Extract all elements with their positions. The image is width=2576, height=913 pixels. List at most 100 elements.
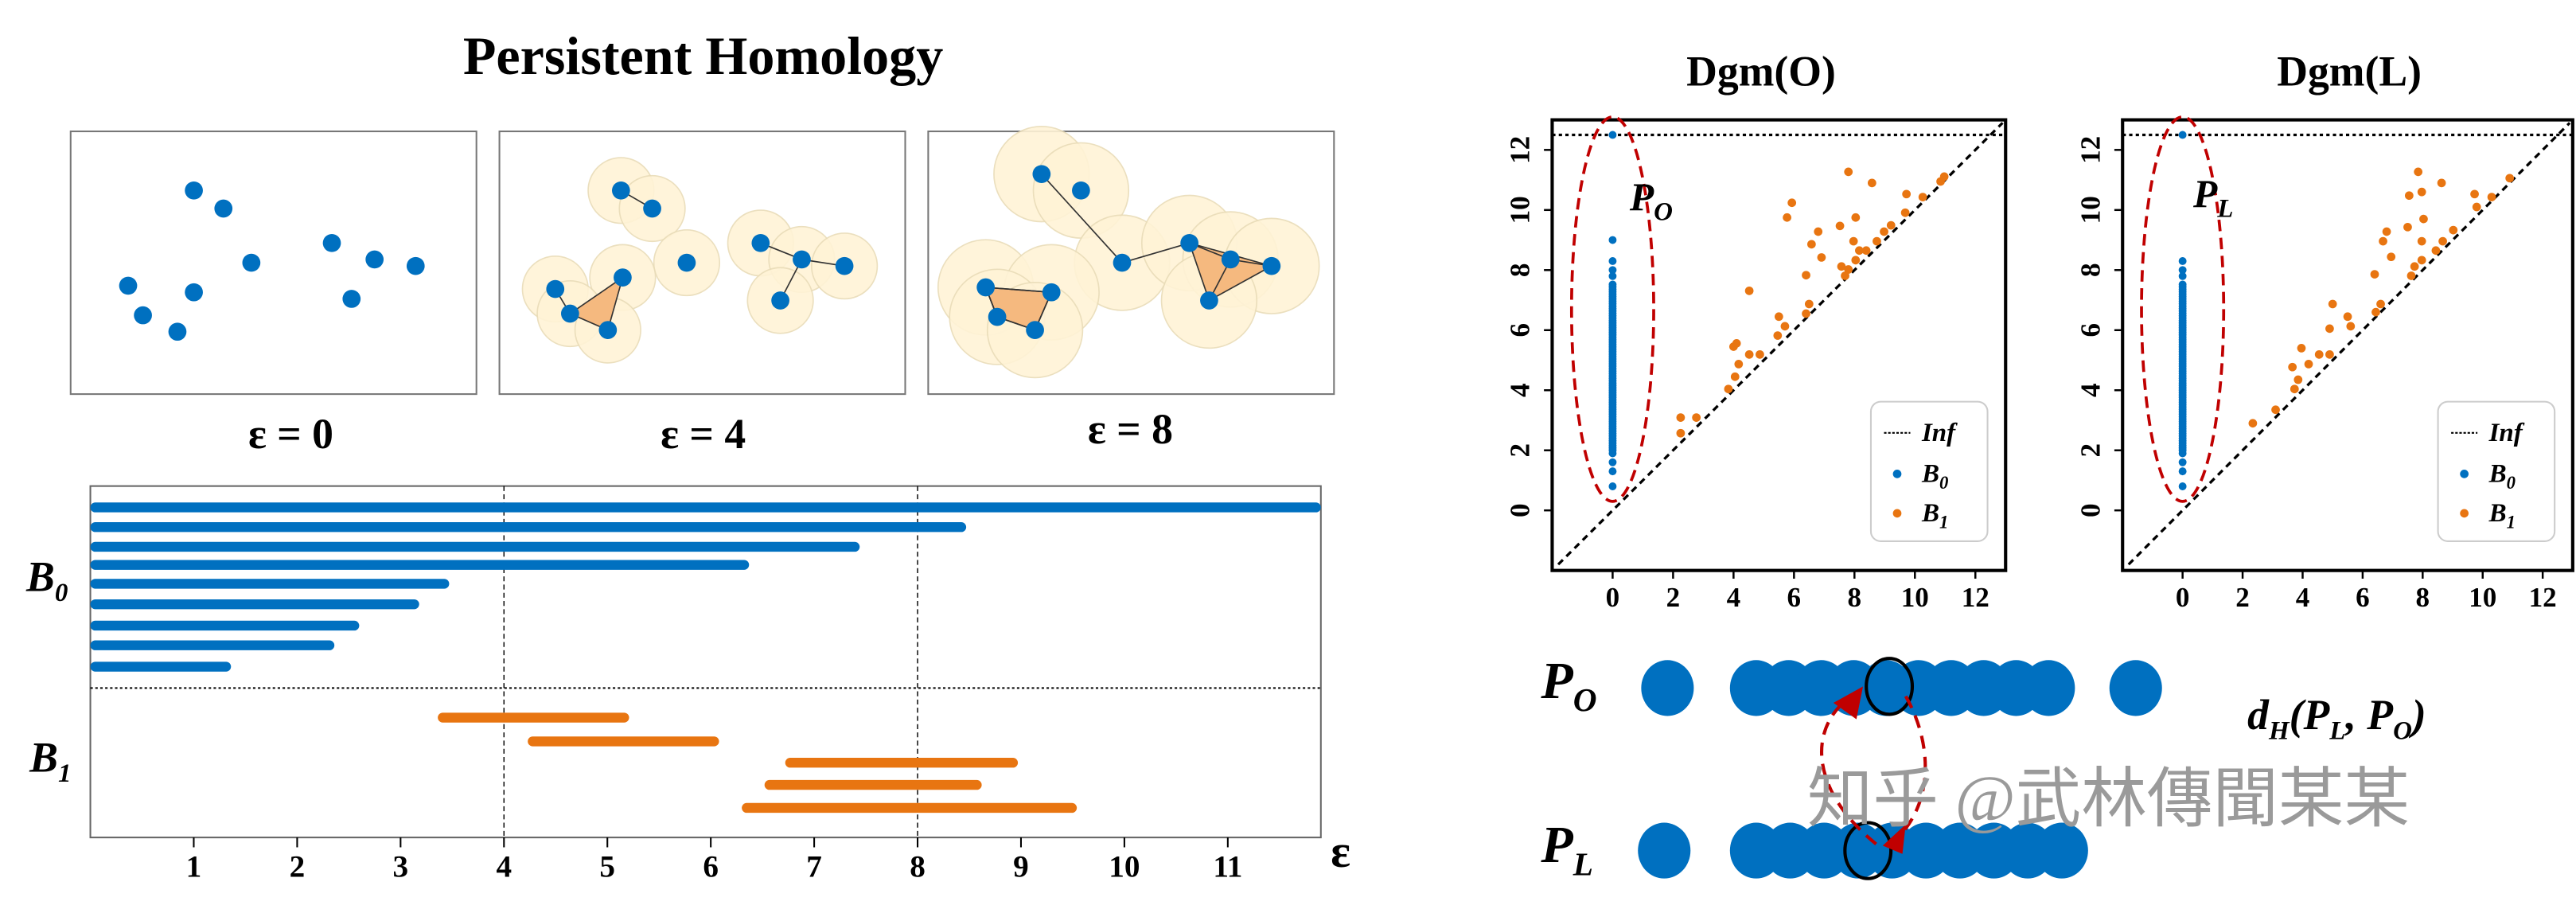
data-point	[1262, 256, 1281, 275]
x-tick-label: 4	[2296, 582, 2310, 613]
b1-point	[2404, 191, 2414, 201]
diagonal-line	[2127, 122, 2571, 566]
matched-point-marker	[1843, 821, 1893, 880]
b0-point	[2178, 482, 2187, 490]
b0-point	[2178, 266, 2187, 275]
legend-b1-sub: 1	[1939, 512, 1948, 532]
b1-point	[1692, 413, 1701, 422]
b0-point	[2178, 458, 2187, 466]
b1-point	[2487, 193, 2496, 201]
data-point	[643, 199, 661, 218]
diagram-title-o: Dgm(O)	[1686, 47, 1836, 95]
data-point	[560, 304, 579, 323]
b1-point	[2470, 189, 2479, 199]
b1-point	[2379, 236, 2387, 246]
b1-point	[1802, 271, 1810, 280]
b1-point	[2370, 270, 2379, 279]
legend-b1-sub: 1	[2507, 512, 2516, 532]
data-point	[1032, 165, 1051, 184]
b1-point	[2437, 178, 2446, 188]
x-tick-label: 2	[2235, 582, 2250, 613]
x-tick-label: 4	[1727, 582, 1741, 613]
b1-point	[1734, 360, 1744, 369]
b1-point	[1844, 265, 1853, 274]
b1-point	[2472, 202, 2481, 212]
legend-inf-label: Inf	[2488, 419, 2525, 447]
b0-point	[1608, 467, 1617, 476]
data-point	[1113, 253, 1132, 272]
b1-point	[2505, 174, 2515, 183]
x-tick-label: 4	[496, 850, 512, 884]
y-tick-label: 6	[2075, 323, 2106, 337]
b1-point	[2419, 214, 2428, 224]
b1-point	[2410, 262, 2419, 271]
x-tick-label: 0	[1606, 582, 1620, 613]
x-tick-label: 6	[1787, 582, 1802, 613]
b1-point	[2376, 299, 2385, 309]
b1-point	[1774, 312, 1783, 322]
simplex-edge	[1121, 242, 1190, 263]
x-tick-label: 6	[2356, 582, 2370, 613]
b0-point	[1608, 482, 1617, 490]
row-label-p-o: PO	[1540, 652, 1596, 718]
data-point	[1026, 321, 1044, 339]
x-tick-label: 10	[1109, 850, 1140, 884]
data-point	[611, 181, 630, 200]
data-point	[1042, 283, 1061, 302]
x-tick-label: 8	[1848, 582, 1862, 613]
b1-point	[1886, 220, 1896, 230]
diagram-point	[2035, 822, 2088, 879]
b1-point	[2314, 349, 2324, 359]
y-tick-label: 4	[2075, 383, 2106, 397]
b1-point	[2417, 187, 2426, 197]
b1-point	[1851, 256, 1861, 265]
b1-point	[1787, 198, 1797, 208]
b1-point	[1756, 349, 1764, 359]
diagonal-line	[1557, 122, 2004, 566]
b1-point	[2431, 246, 2441, 256]
annotation-p-l: PL	[2192, 172, 2233, 223]
highlight-ellipse	[2140, 115, 2226, 503]
simplex-edge	[1041, 174, 1123, 263]
diagram-point	[2022, 660, 2075, 716]
data-point	[677, 253, 696, 272]
b0-point	[2178, 131, 2187, 139]
b1-point	[2403, 222, 2412, 232]
b0-point	[1608, 266, 1617, 275]
y-tick-label: 10	[1505, 196, 1536, 224]
barcode-chart: 1 2 3 4 5 6 7 8 9 10 11	[89, 485, 1322, 884]
legend-b0-sub: 0	[2507, 473, 2516, 493]
panel-label-eps4: ɛ = 4	[661, 410, 746, 458]
b1-point	[2346, 322, 2356, 331]
y-tick-label: 0	[2075, 503, 2106, 517]
y-tick-label: 12	[1505, 136, 1536, 164]
matching-illustration	[1638, 657, 2162, 880]
b1-point	[1802, 309, 1810, 318]
b1-point	[2382, 227, 2391, 236]
data-point	[988, 307, 1007, 326]
simplex-triangle	[568, 275, 624, 331]
barcode-label-b1: B1	[29, 734, 71, 788]
figure-title: Persistent Homology	[463, 25, 943, 86]
y-tick-label: 2	[2075, 443, 2106, 458]
b1-point	[1744, 286, 1754, 295]
b1-point	[2297, 344, 2306, 353]
b1-point	[1844, 167, 1853, 177]
x-tick-label: 12	[2529, 582, 2557, 613]
arrowhead-icon	[1833, 686, 1864, 720]
data-point	[793, 250, 811, 269]
data-point	[134, 306, 152, 325]
b1-point	[2343, 312, 2352, 322]
data-point	[185, 283, 203, 302]
x-tick-label: 2	[1666, 582, 1681, 613]
b1-point	[1841, 271, 1849, 280]
b1-point	[1817, 253, 1826, 262]
b1-point	[1783, 213, 1791, 222]
b1-point	[1730, 372, 1740, 381]
barcode-xaxis-label: ɛ	[1331, 827, 1350, 877]
data-point	[614, 268, 632, 287]
b1-point	[1873, 236, 1881, 246]
b1-point	[2325, 349, 2334, 359]
b1-point	[1851, 213, 1861, 222]
